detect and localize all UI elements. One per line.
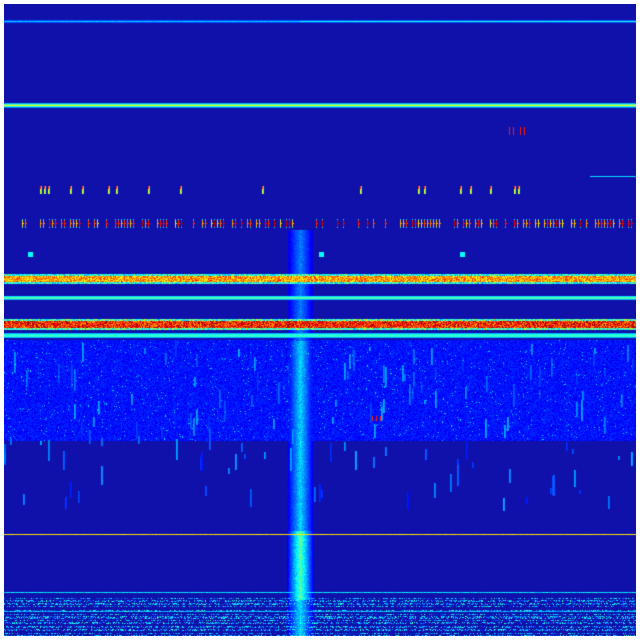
spectrogram-heatmap [4,4,636,636]
